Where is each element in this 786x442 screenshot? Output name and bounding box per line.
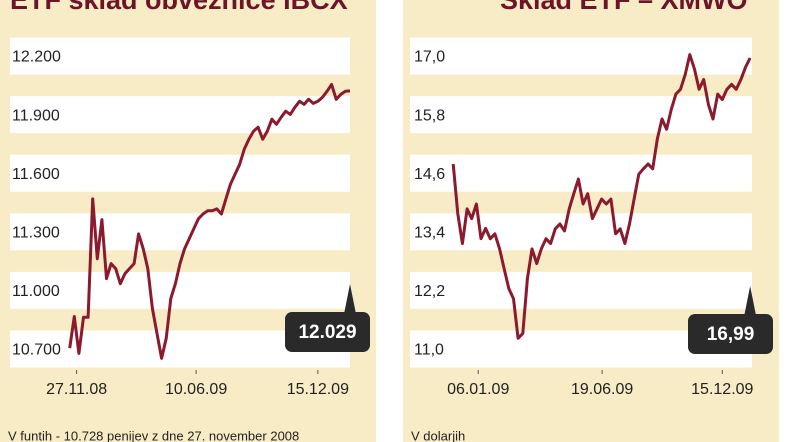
- grid-band: [10, 154, 350, 192]
- y-tick-label: 17,0: [414, 49, 445, 66]
- y-tick-label: 11.000: [12, 283, 60, 300]
- callout-pointer: [744, 286, 757, 316]
- y-tick-label: 10.700: [12, 342, 61, 359]
- grid-band: [10, 37, 350, 75]
- callout-pointer: [344, 284, 356, 314]
- x-tick-label: 27.11.08: [46, 381, 107, 398]
- y-tick-label: 14,6: [414, 166, 445, 183]
- x-tick-label: 06.01.09: [447, 381, 509, 398]
- grid-band: [410, 271, 752, 309]
- grid-band: [10, 213, 350, 251]
- footnote: V funtih - 10.728 penijev z dne 27. nove…: [8, 428, 299, 442]
- grid-band: [10, 96, 350, 134]
- line: [451, 53, 752, 340]
- grid-band: [410, 96, 752, 134]
- grid-band: [410, 37, 752, 75]
- y-tick-label: 11.600: [12, 166, 60, 183]
- line: [68, 83, 351, 360]
- y-tick-label: 11,0: [414, 342, 444, 359]
- grid-band: [10, 271, 350, 309]
- chart-title: Sklad ETF – XMWO: [500, 0, 748, 15]
- chart-title: ETF sklad obveznice IBCX: [10, 0, 348, 15]
- footnote: V dolarjih: [411, 428, 465, 442]
- callout-label: 12.029: [298, 322, 356, 343]
- y-tick-label: 11.900: [12, 107, 60, 124]
- x-tick-label: 10.06.09: [165, 381, 227, 398]
- y-tick-label: 11.300: [12, 225, 60, 242]
- y-tick-label: 12.200: [12, 49, 61, 66]
- callout-box: [688, 314, 773, 354]
- y-tick-label: 15,8: [414, 107, 445, 124]
- y-tick-label: 12,2: [414, 283, 445, 300]
- y-tick-label: 13,4: [414, 225, 445, 242]
- x-tick-label: 19.06.09: [571, 381, 633, 398]
- x-tick-label: 15.12.09: [691, 381, 753, 398]
- callout-label: 16,99: [707, 324, 755, 345]
- callout-box: [285, 312, 370, 352]
- x-tick-label: 15.12.09: [287, 381, 349, 398]
